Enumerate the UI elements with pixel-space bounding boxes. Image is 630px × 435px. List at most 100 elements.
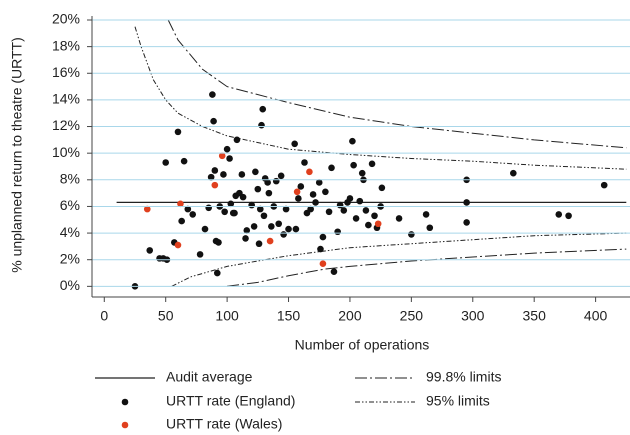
- point: [196, 251, 204, 258]
- point: [177, 200, 184, 208]
- point: [317, 245, 324, 253]
- point: [260, 212, 268, 220]
- point: [259, 105, 267, 113]
- point: [371, 212, 378, 220]
- point: [207, 173, 215, 181]
- point: [285, 225, 292, 233]
- point: [277, 172, 285, 180]
- x-tick-label: 400: [584, 308, 608, 324]
- point: [143, 205, 151, 213]
- point: [226, 155, 233, 162]
- point: [395, 215, 403, 222]
- x-tick-label: 250: [400, 308, 424, 324]
- point: [218, 152, 226, 160]
- point: [325, 208, 333, 216]
- point: [292, 225, 300, 233]
- point: [358, 169, 366, 177]
- point: [374, 220, 382, 228]
- point: [189, 211, 197, 218]
- legend-label: URTT rate (Wales): [166, 416, 282, 432]
- point: [238, 171, 246, 178]
- point: [282, 205, 290, 213]
- point: [368, 160, 376, 168]
- x-tick-label: 150: [277, 308, 301, 324]
- point: [463, 199, 470, 206]
- point: [293, 188, 301, 196]
- point: [309, 191, 317, 198]
- point: [201, 225, 209, 233]
- limit-line: [171, 232, 627, 287]
- point: [350, 161, 357, 169]
- point: [280, 231, 287, 238]
- limit-line: [134, 26, 627, 170]
- point: [243, 227, 251, 234]
- limit-line: [227, 248, 627, 287]
- point: [319, 233, 327, 241]
- point: [174, 241, 182, 249]
- point: [362, 207, 370, 214]
- y-tick-label: 6%: [60, 197, 80, 213]
- point: [349, 137, 356, 145]
- point: [426, 224, 434, 232]
- point: [408, 231, 415, 238]
- point: [295, 195, 302, 202]
- point: [220, 171, 227, 178]
- point: [334, 228, 341, 236]
- point: [378, 184, 386, 192]
- point: [301, 159, 308, 166]
- point: [209, 91, 216, 98]
- point: [463, 219, 470, 226]
- point: [600, 181, 608, 189]
- x-tick-label: 50: [158, 308, 174, 324]
- point: [231, 209, 238, 217]
- y-tick-label: 2%: [60, 250, 80, 266]
- legend-label: Audit average: [166, 369, 253, 385]
- x-tick-label: 350: [523, 308, 547, 324]
- y-tick-label: 4%: [60, 224, 80, 240]
- y-tick-label: 12%: [52, 117, 80, 133]
- point: [272, 177, 280, 185]
- point: [248, 201, 255, 209]
- point: [252, 168, 259, 176]
- point: [233, 136, 241, 144]
- y-tick-label: 10%: [52, 144, 80, 160]
- point: [266, 237, 274, 245]
- limit-line: [167, 19, 627, 149]
- point: [213, 269, 221, 277]
- point: [315, 179, 323, 186]
- x-tick-label: 200: [338, 308, 362, 324]
- point: [239, 193, 247, 201]
- point: [306, 168, 313, 176]
- point: [254, 185, 262, 193]
- x-tick-label: 300: [461, 308, 485, 324]
- point: [210, 117, 217, 125]
- point: [255, 240, 263, 248]
- point: [242, 235, 249, 242]
- point: [264, 179, 271, 186]
- point: [330, 268, 338, 275]
- point: [307, 205, 314, 213]
- x-tick-label: 0: [100, 308, 108, 324]
- point: [565, 212, 572, 220]
- point: [365, 221, 372, 229]
- point: [297, 183, 305, 190]
- legend-marker: [121, 421, 129, 429]
- point: [211, 181, 219, 189]
- point: [146, 247, 154, 254]
- legend-label: 99.8% limits: [426, 369, 501, 385]
- point: [221, 208, 228, 216]
- point: [340, 207, 348, 214]
- point: [178, 217, 185, 225]
- point: [319, 260, 327, 268]
- plot-area: [116, 19, 627, 290]
- point: [174, 128, 182, 136]
- point: [205, 204, 212, 212]
- point: [250, 223, 258, 230]
- point: [265, 189, 273, 197]
- y-tick-label: 20%: [52, 11, 80, 27]
- x-axis-label: Number of operations: [295, 337, 430, 353]
- point: [256, 205, 264, 213]
- point: [328, 164, 335, 172]
- point: [510, 169, 517, 177]
